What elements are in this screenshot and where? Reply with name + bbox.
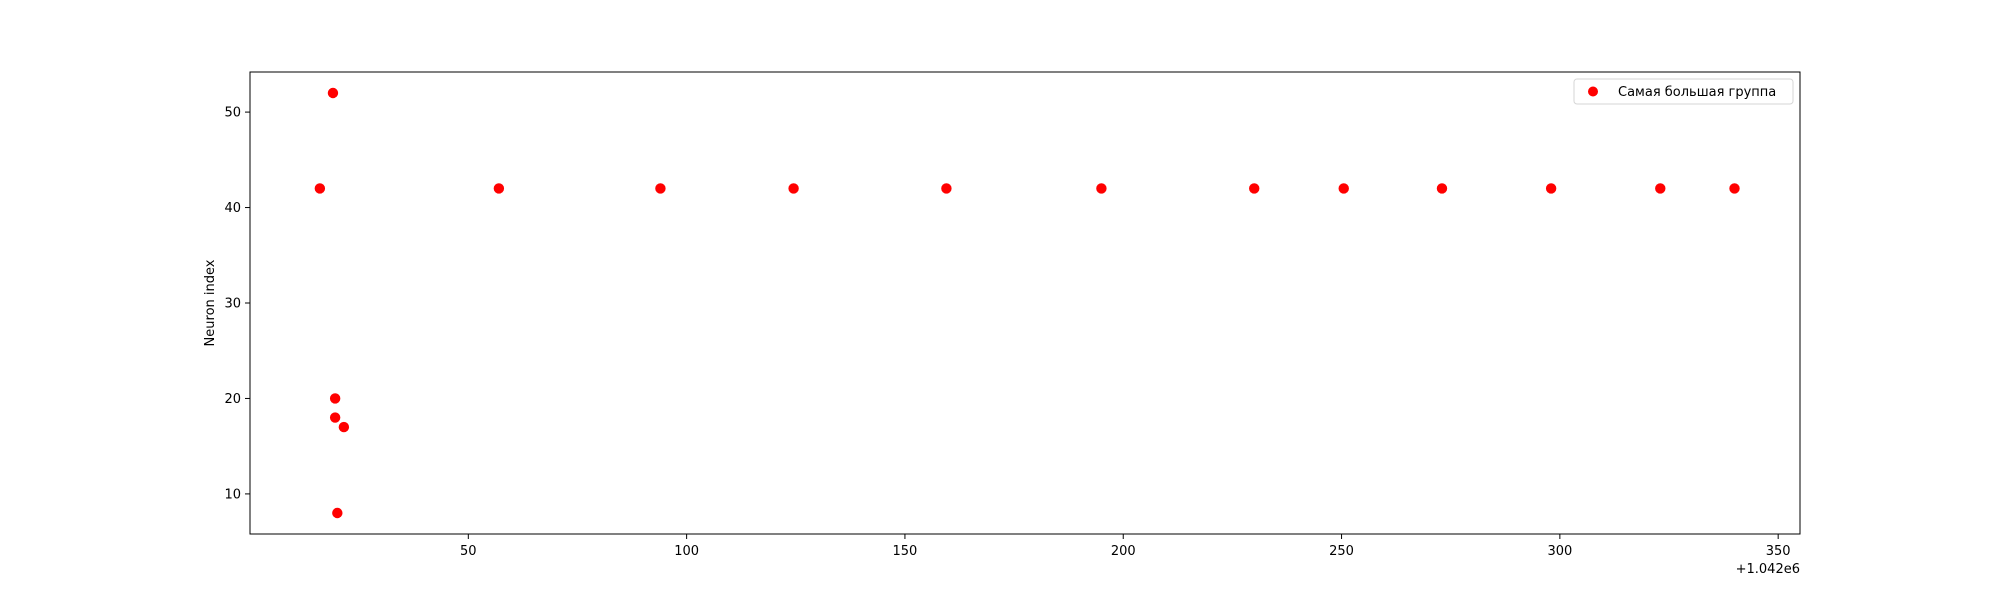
data-point [655,183,666,194]
data-point [327,87,339,99]
x-tick-label: 150 [893,544,918,559]
x-tick-label: 300 [1547,544,1572,559]
x-tick-label: 250 [1329,544,1354,559]
legend-box [1573,78,1794,105]
y-tick-label: 40 [224,201,241,216]
data-point [1729,183,1740,194]
data-point [1436,183,1448,194]
x-tick-label: 350 [1766,544,1791,559]
legend: Самая большая группа [1573,78,1794,105]
x-tick-label: 50 [460,544,477,559]
y-tick-label: 50 [224,106,241,121]
plot-area [249,71,1801,535]
y-tick-label: 10 [224,487,241,502]
data-point [314,183,326,194]
x-tick-label: 200 [1111,544,1136,559]
data-point [329,412,341,423]
x-axis-offset-label: +1.042e6 [1736,562,1800,577]
data-point [1096,183,1107,194]
x-axis-ticks: 50 100 150 200 250 300 350 [460,534,1791,559]
data-point [1545,183,1557,194]
data-point [332,507,343,519]
y-axis-label: Neuron index [203,259,218,346]
data-point [493,183,505,194]
legend-marker [1588,86,1598,97]
data-point [788,183,799,194]
x-tick-label: 100 [674,544,699,559]
data-point [329,393,341,404]
data-point [1655,183,1666,194]
y-tick-label: 30 [224,297,241,312]
data-point [1249,183,1260,194]
data-point [338,421,350,433]
data-points [314,87,1740,519]
y-tick-label: 20 [224,392,241,407]
legend-label: Самая большая группа [1618,85,1776,100]
data-point [1338,183,1349,194]
y-axis-ticks: 10 20 30 40 50 [224,106,250,502]
data-point [941,183,952,194]
